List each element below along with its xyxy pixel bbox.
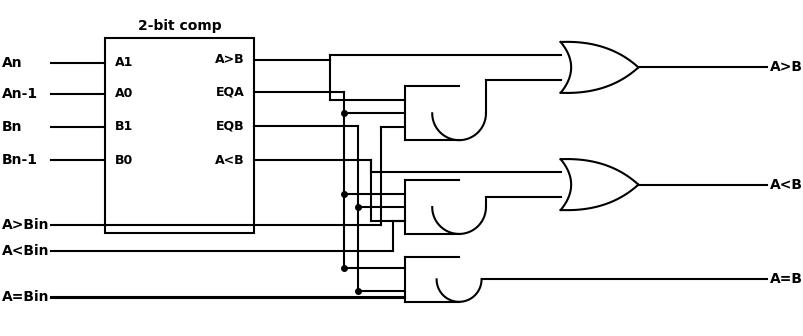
Text: A>Bin: A>Bin xyxy=(2,218,50,232)
Text: A=Bin: A=Bin xyxy=(2,290,50,304)
Text: B1: B1 xyxy=(115,121,133,133)
Text: 2-bit comp: 2-bit comp xyxy=(138,19,222,33)
Text: An-1: An-1 xyxy=(2,87,38,101)
Text: A<B: A<B xyxy=(768,178,801,192)
Text: Bn: Bn xyxy=(2,120,22,134)
Text: A=B: A=B xyxy=(768,272,801,286)
Text: A1: A1 xyxy=(115,56,133,69)
Text: EQB: EQB xyxy=(215,120,244,132)
Text: A>B: A>B xyxy=(768,60,801,74)
Text: An: An xyxy=(2,55,22,70)
Text: A<Bin: A<Bin xyxy=(2,244,50,258)
Text: A>B: A>B xyxy=(214,53,244,66)
Text: A<B: A<B xyxy=(214,154,244,167)
Text: A0: A0 xyxy=(115,87,133,100)
Text: EQA: EQA xyxy=(215,85,244,98)
Bar xyxy=(105,38,254,234)
Text: B0: B0 xyxy=(115,154,133,167)
Text: Bn-1: Bn-1 xyxy=(2,153,38,167)
